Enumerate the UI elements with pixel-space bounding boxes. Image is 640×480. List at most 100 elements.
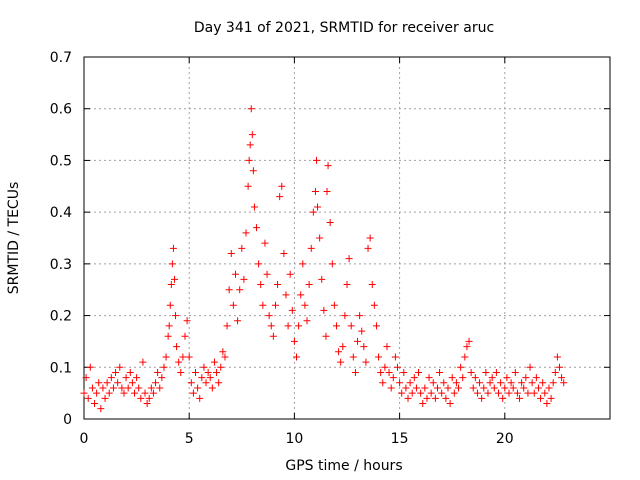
data-point [312, 156, 320, 164]
data-point [368, 281, 376, 289]
data-point [192, 368, 200, 376]
data-point [282, 291, 290, 299]
data-point [145, 394, 153, 402]
data-point [427, 389, 435, 397]
data-point [482, 368, 490, 376]
data-point [164, 332, 172, 340]
data-point [467, 368, 475, 376]
data-point [440, 379, 448, 387]
data-point [95, 379, 103, 387]
y-tick-label: 0.4 [50, 205, 72, 221]
x-axis-label: GPS time / hours [285, 458, 402, 474]
data-point [253, 224, 261, 232]
plot-frame [83, 56, 611, 420]
y-axis: 0 0.1 0.2 0.3 0.4 0.5 0.6 0.7 [50, 50, 610, 428]
data-point [181, 332, 189, 340]
data-point [499, 394, 507, 402]
data-point [156, 384, 164, 392]
data-point [107, 374, 115, 382]
data-point [227, 250, 235, 258]
data-point [375, 353, 383, 361]
data-point [406, 379, 414, 387]
y-tick-label: 0 [63, 412, 72, 428]
data-point [415, 368, 423, 376]
data-point [86, 363, 94, 371]
data-point [343, 281, 351, 289]
data-point [446, 399, 454, 407]
data-point [326, 218, 334, 226]
data-point [455, 384, 463, 392]
data-point [99, 384, 107, 392]
data-point [200, 363, 208, 371]
data-point [461, 353, 469, 361]
data-point [120, 389, 128, 397]
data-point [305, 281, 313, 289]
data-point [169, 244, 177, 252]
data-point [311, 187, 319, 195]
data-point [387, 384, 395, 392]
data-point [558, 374, 566, 382]
data-point [465, 337, 473, 345]
data-point [356, 312, 364, 320]
x-axis: 0 5 10 15 20 [80, 57, 514, 447]
data-point [501, 384, 509, 392]
data-point [391, 353, 399, 361]
x-tick-label: 15 [391, 431, 409, 447]
data-point [358, 327, 366, 335]
data-point [189, 389, 197, 397]
data-point [404, 394, 412, 402]
data-point [179, 353, 187, 361]
data-point [476, 379, 484, 387]
data-point [494, 389, 502, 397]
data-point [425, 374, 433, 382]
data-point [539, 379, 547, 387]
data-point [267, 322, 275, 330]
data-point [170, 275, 178, 283]
data-point [309, 208, 317, 216]
data-point [444, 384, 452, 392]
data-point [80, 389, 88, 397]
x-tick-label: 10 [285, 431, 303, 447]
data-point [307, 244, 315, 252]
data-point [497, 379, 505, 387]
data-point [301, 301, 309, 309]
data-point [137, 394, 145, 402]
data-point [288, 306, 296, 314]
data-point [370, 301, 378, 309]
data-point [417, 389, 425, 397]
y-tick-label: 0.2 [50, 309, 72, 325]
data-point [183, 317, 191, 325]
data-point [556, 363, 564, 371]
data-point [88, 384, 96, 392]
data-point [543, 399, 551, 407]
data-point [122, 374, 130, 382]
data-point [408, 389, 416, 397]
data-point [109, 384, 117, 392]
x-tick-label: 0 [80, 431, 89, 447]
data-point [276, 193, 284, 201]
y-tick-label: 0.6 [50, 102, 72, 118]
data-point [210, 358, 218, 366]
data-point [247, 105, 255, 113]
data-point [505, 389, 513, 397]
data-point [278, 182, 286, 190]
data-point [513, 389, 521, 397]
grid-lines [84, 57, 610, 419]
data-point [351, 368, 359, 376]
data-point [438, 389, 446, 397]
data-point [372, 322, 380, 330]
data-point [167, 281, 175, 289]
data-point [400, 368, 408, 376]
data-point [503, 374, 511, 382]
data-point [177, 368, 185, 376]
data-point [245, 156, 253, 164]
data-point [91, 399, 99, 407]
data-point [160, 363, 168, 371]
data-point [362, 358, 370, 366]
data-point [457, 363, 465, 371]
data-point [341, 312, 349, 320]
data-point [114, 379, 122, 387]
data-point [259, 301, 267, 309]
data-point [480, 384, 488, 392]
